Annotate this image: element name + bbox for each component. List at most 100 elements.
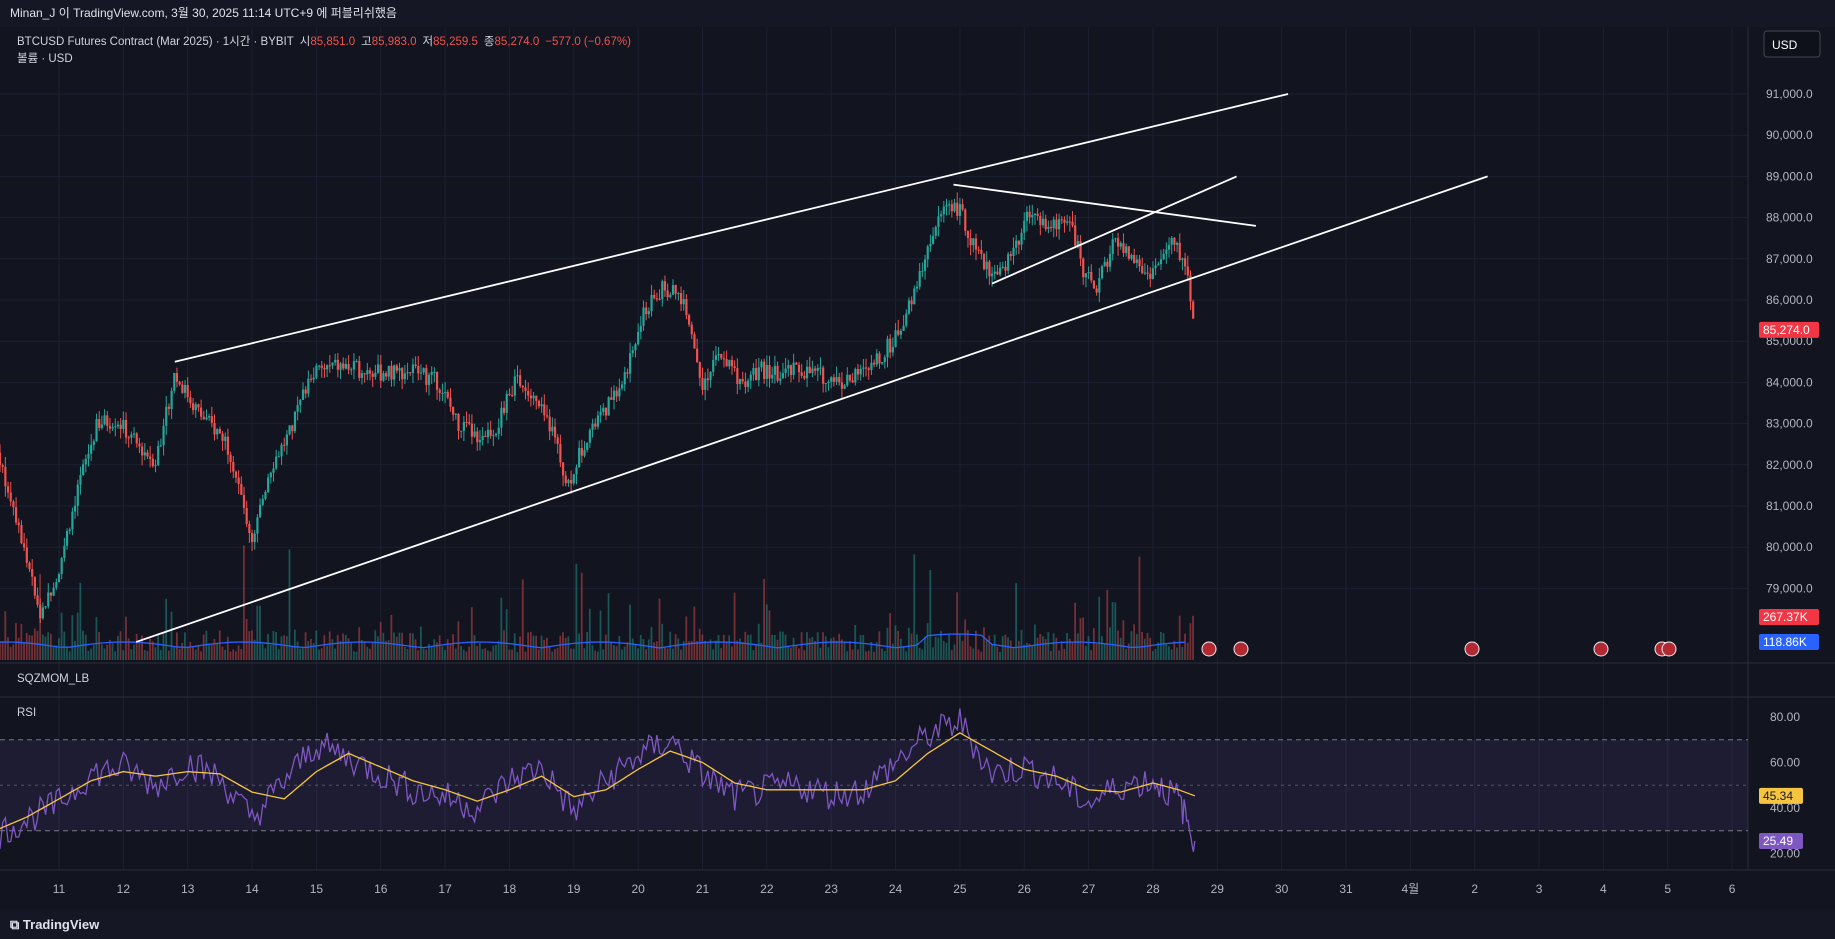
- volume-bar: [497, 640, 500, 660]
- time-tick-label: 11: [53, 882, 66, 896]
- candle-body: [385, 373, 388, 377]
- volume-bar: [344, 634, 347, 660]
- volume-bar: [1076, 633, 1079, 660]
- candle-body: [559, 443, 562, 463]
- candle-body: [1071, 221, 1074, 226]
- candle-body: [374, 372, 377, 377]
- candle-body: [784, 368, 787, 373]
- candle-body: [256, 517, 259, 534]
- candle-body: [655, 298, 659, 300]
- price-tick-label: 88,000.0: [1766, 211, 1813, 225]
- candle-body: [162, 425, 165, 446]
- candle-body: [567, 479, 570, 484]
- sqzmom-label[interactable]: SQZMOM_LB: [17, 673, 90, 685]
- volume-bar: [881, 648, 883, 660]
- volume-bar: [331, 639, 334, 660]
- volume-bar: [301, 647, 304, 660]
- candle-body: [427, 374, 431, 385]
- currency-button-label[interactable]: USD: [1772, 38, 1798, 52]
- chart-canvas[interactable]: 79,000.0 80,000.0 81,000.0 82,000.0 83,000.0…: [0, 0, 1835, 910]
- legend-volume[interactable]: 볼륨 · USD: [17, 52, 73, 65]
- volume-bar: [972, 648, 975, 660]
- volume-bar: [200, 651, 202, 660]
- candle-body: [261, 498, 264, 505]
- volume-bar: [572, 648, 575, 660]
- us-flag-icon[interactable]: [1201, 641, 1217, 657]
- candle-body: [6, 486, 10, 493]
- volume-bar: [913, 554, 916, 660]
- rsi-axis[interactable]: 20.00 40.00 60.00 80.00: [1770, 710, 1800, 861]
- candle-body: [604, 407, 608, 416]
- volume-bar: [840, 639, 843, 660]
- candle-body: [489, 429, 492, 436]
- candle-body: [379, 364, 382, 381]
- candle-body: [864, 367, 868, 369]
- candle-body: [320, 365, 323, 368]
- candle-body: [250, 532, 254, 543]
- candle-body: [245, 507, 248, 524]
- volume-bar: [532, 635, 535, 660]
- candle-body: [661, 281, 664, 300]
- volume-bar: [503, 630, 505, 660]
- tradingview-logo-icon: ⧉: [10, 917, 23, 932]
- candle-body: [492, 435, 495, 437]
- candle-body: [746, 380, 750, 388]
- volume-bar: [449, 643, 452, 660]
- volume-bar: [422, 648, 425, 660]
- volume-bar: [251, 630, 253, 660]
- candle-body: [934, 226, 937, 236]
- candle-body: [116, 424, 120, 427]
- candle-body: [521, 386, 524, 388]
- volume-bar: [537, 649, 540, 660]
- candle-body: [752, 368, 755, 375]
- candle-body: [999, 267, 1002, 275]
- candle-body: [1125, 246, 1128, 253]
- volume-bar: [95, 617, 98, 660]
- candle-body: [194, 404, 197, 411]
- time-axis[interactable]: 11 12 13 14 15 16 17 18 19 20 21 22 23 24 25 26 27 28 29 30…: [53, 882, 1736, 896]
- volume-bar: [570, 648, 572, 660]
- candle-body: [572, 474, 575, 484]
- volume-bar: [1044, 638, 1047, 660]
- alarm-icon[interactable]: [1233, 641, 1249, 657]
- candle-body: [709, 371, 712, 381]
- candle-body: [803, 375, 806, 379]
- volume-bar: [452, 634, 454, 660]
- volume-bar: [1138, 556, 1141, 660]
- candle-body: [234, 471, 238, 478]
- volume-bar: [457, 621, 460, 660]
- volume-bar: [186, 646, 189, 660]
- candle-body: [438, 389, 441, 394]
- volume-bar: [401, 632, 403, 660]
- volume-bar: [350, 642, 353, 660]
- event-markers[interactable]: [1201, 641, 1677, 657]
- volume-bar: [661, 623, 664, 660]
- volume-bar: [819, 647, 822, 660]
- candle-body: [1020, 232, 1023, 245]
- volume-bar: [889, 613, 891, 660]
- volume-bar: [706, 643, 709, 660]
- candle-body: [446, 391, 449, 398]
- volume-bar: [318, 649, 320, 660]
- us-flag-icon[interactable]: [1661, 641, 1677, 657]
- price-axis[interactable]: 79,000.0 80,000.0 81,000.0 82,000.0 83,000.0…: [1766, 87, 1813, 595]
- candle-body: [363, 373, 366, 375]
- us-flag-icon[interactable]: [1464, 641, 1480, 657]
- candle-body: [704, 378, 707, 390]
- volume-bar: [744, 631, 747, 660]
- currency-button[interactable]: [1763, 30, 1821, 58]
- us-flag-icon[interactable]: [1593, 641, 1609, 657]
- volume-bar: [543, 639, 546, 660]
- volume-bar: [929, 570, 932, 660]
- candle-body: [352, 361, 356, 370]
- volume-bar: [406, 648, 409, 660]
- candle-body: [106, 415, 109, 426]
- candle-body: [98, 419, 101, 428]
- candle-body: [79, 475, 82, 485]
- volume-bar: [974, 630, 977, 660]
- legend-symbol[interactable]: BTCUSD Futures Contract (Mar 2025) · 1시간…: [17, 35, 631, 48]
- rsi-label[interactable]: RSI: [17, 707, 36, 719]
- trendlines[interactable]: [135, 93, 1488, 643]
- candle-body: [358, 361, 361, 378]
- candle-body: [513, 376, 516, 396]
